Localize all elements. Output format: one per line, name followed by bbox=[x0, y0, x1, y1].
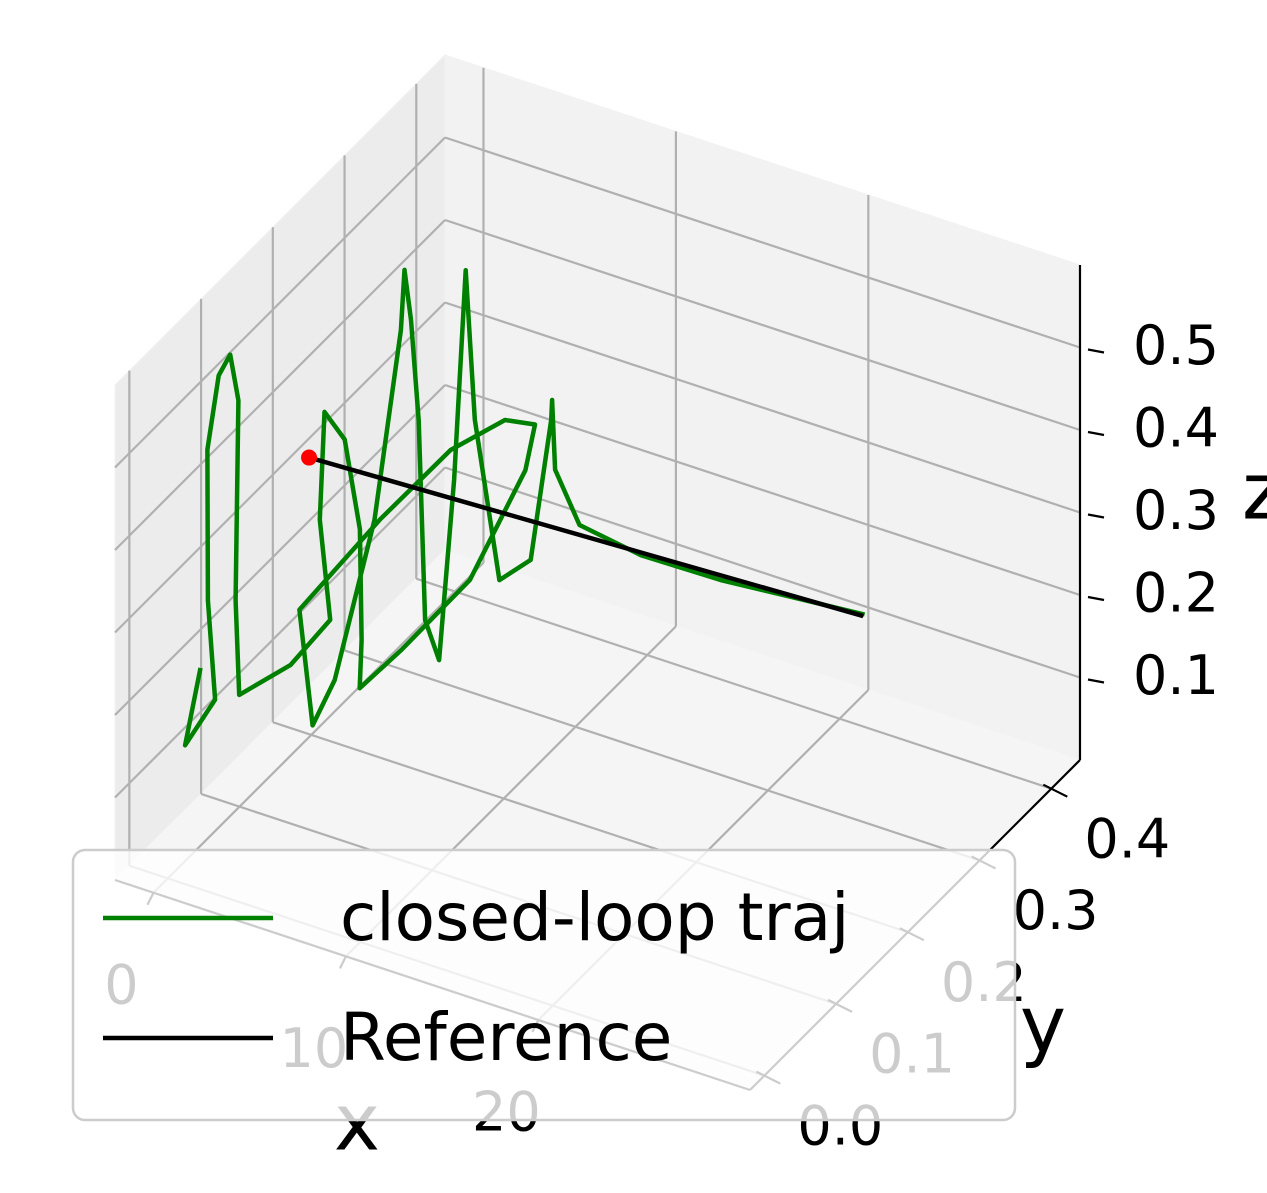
z-tick-label: 0.2 bbox=[1133, 562, 1219, 625]
start-marker bbox=[301, 449, 318, 466]
grid-line bbox=[114, 219, 446, 551]
grid-line bbox=[444, 218, 1081, 432]
grid-line bbox=[444, 136, 1081, 349]
series-line bbox=[308, 455, 864, 619]
legend-box bbox=[71, 848, 1017, 1122]
z-tick bbox=[1087, 430, 1105, 437]
y-tick bbox=[1042, 783, 1068, 798]
grid-line bbox=[114, 384, 446, 716]
z-tick-label: 0.1 bbox=[1133, 644, 1219, 707]
grid-line bbox=[114, 136, 446, 469]
z-tick-label: 0.5 bbox=[1133, 314, 1219, 377]
grid-line bbox=[114, 301, 446, 634]
z-tick bbox=[1087, 348, 1105, 354]
grid-line bbox=[114, 466, 446, 799]
grid-line bbox=[344, 649, 980, 862]
legend-label: closed-loop traj bbox=[340, 879, 849, 956]
y-tick-label: 0.3 bbox=[1013, 879, 1099, 942]
z-tick-label: 0.3 bbox=[1133, 479, 1219, 542]
z-tick bbox=[1087, 595, 1105, 602]
z-axis-title: z bbox=[1242, 447, 1267, 537]
grid-line bbox=[444, 301, 1081, 514]
legend-label: Reference bbox=[340, 999, 672, 1076]
grid-line bbox=[444, 466, 1081, 679]
z-tick bbox=[1087, 513, 1105, 519]
grid-line bbox=[152, 561, 485, 894]
y-tick-label: 0.4 bbox=[1084, 807, 1170, 870]
z-tick-label: 0.4 bbox=[1133, 397, 1219, 460]
grid-line bbox=[415, 577, 1052, 790]
series-line bbox=[182, 267, 866, 748]
y-axis-title: y bbox=[1020, 980, 1066, 1070]
z-tick bbox=[1087, 678, 1105, 684]
